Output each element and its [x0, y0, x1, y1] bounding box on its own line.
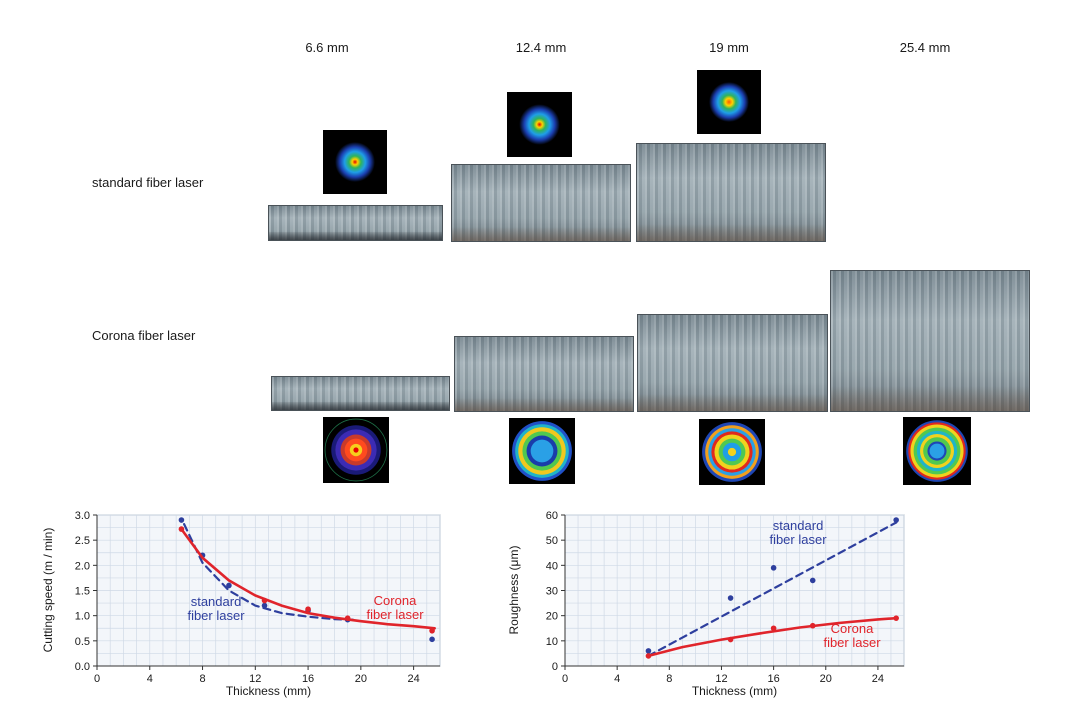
speed-y-tick-label: 0.0	[75, 661, 90, 673]
beam-profile-corona-12-4mm	[509, 418, 575, 484]
speed-x-tick-label: 24	[407, 673, 419, 685]
roughness-corona-label: fiber laser	[823, 635, 881, 650]
speed-x-tick-label: 12	[249, 673, 261, 685]
roughness-x-tick-label: 20	[820, 673, 832, 685]
roughness-corona-point	[893, 615, 899, 621]
row-label-standard: standard fiber laser	[92, 175, 204, 190]
speed-corona-label: fiber laser	[366, 607, 424, 622]
beam-profile-corona-6-6mm	[323, 417, 389, 483]
roughness-corona-point	[727, 636, 734, 643]
column-header-6-6mm: 6.6 mm	[305, 40, 349, 55]
roughness-x-tick-label: 24	[872, 673, 884, 685]
speed-y-tick-label: 2.5	[75, 535, 90, 547]
column-header-12-4mm: 12.4 mm	[515, 40, 567, 55]
roughness-standard-label: standard	[773, 518, 824, 533]
roughness-corona-point	[809, 622, 816, 629]
roughness-standard-fit-line	[647, 521, 898, 657]
speed-corona-fit-line	[180, 527, 436, 630]
roughness-x-tick-label: 12	[715, 673, 727, 685]
roughness-y-tick-label: 40	[546, 560, 558, 572]
speed-x-axis-label: Thickness (mm)	[226, 684, 311, 698]
speed-standard-label: fiber laser	[187, 608, 245, 623]
beam-profile-standard-19mm	[697, 70, 761, 134]
cut-sample-corona-19mm	[637, 314, 828, 412]
column-header-19mm: 19 mm	[709, 40, 749, 55]
roughness-x-tick-label: 4	[614, 673, 620, 685]
roughness-corona-label: Corona	[831, 621, 874, 636]
beam-profile-corona-25-4mm	[903, 417, 971, 485]
roughness-standard-label: fiber laser	[769, 532, 827, 547]
cut-sample-corona-25-4mm	[830, 270, 1030, 412]
speed-corona-point	[344, 615, 351, 621]
cut-sample-standard-6-6mm	[268, 205, 443, 241]
speed-standard-label: standard	[191, 594, 242, 609]
column-header-25-4mm: 25.4 mm	[899, 40, 951, 55]
cut-sample-standard-12-4mm	[451, 164, 631, 242]
speed-y-tick-label: 1.0	[75, 611, 90, 623]
speed-y-tick-label: 0.5	[75, 636, 90, 648]
speed-x-tick-label: 0	[94, 673, 100, 685]
speed-y-axis-label: Cutting speed (m / min)	[41, 528, 55, 653]
speed-corona-label: Corona	[374, 593, 417, 608]
roughness-y-axis-label: Roughness (μm)	[507, 546, 521, 635]
roughness-y-tick-label: 50	[546, 535, 558, 547]
speed-corona-point	[178, 526, 185, 532]
speed-standard-point	[429, 636, 435, 643]
speed-y-tick-label: 3.0	[75, 510, 90, 522]
beam-profile-standard-6-6mm	[323, 130, 387, 194]
roughness-x-tick-label: 16	[767, 673, 779, 685]
roughness-standard-point	[727, 595, 734, 601]
roughness-x-axis-label: Thickness (mm)	[692, 684, 777, 698]
cut-sample-standard-19mm	[636, 143, 826, 242]
roughness-y-tick-label: 60	[546, 510, 558, 522]
speed-standard-point	[178, 517, 185, 523]
roughness-corona-point	[645, 653, 652, 659]
speed-x-tick-label: 16	[302, 673, 314, 685]
speed-corona-point	[429, 627, 435, 634]
roughness-standard-point	[809, 577, 816, 584]
speed-x-tick-label: 4	[147, 673, 153, 685]
roughness-y-tick-label: 0	[552, 661, 558, 673]
speed-y-tick-label: 1.5	[75, 586, 90, 598]
speed-standard-point	[261, 602, 268, 609]
roughness-y-tick-label: 10	[546, 636, 558, 648]
roughness-standard-point	[893, 517, 899, 523]
roughness-x-tick-label: 0	[562, 673, 568, 685]
roughness-corona-fit-line	[647, 616, 898, 658]
row-label-corona: Corona fiber laser	[92, 328, 196, 343]
beam-profile-standard-12-4mm	[507, 92, 572, 157]
roughness-x-tick-label: 8	[666, 673, 672, 685]
speed-corona-point	[261, 597, 268, 604]
roughness-y-tick-label: 30	[546, 586, 558, 598]
roughness-standard-point	[770, 565, 777, 571]
speed-corona-point	[305, 606, 311, 612]
speed-x-tick-label: 20	[355, 673, 367, 685]
speed-y-tick-label: 2.0	[75, 560, 90, 572]
roughness-y-tick-label: 20	[546, 611, 558, 623]
cut-sample-corona-6-6mm	[271, 376, 450, 411]
speed-x-tick-label: 8	[199, 673, 205, 685]
beam-profile-corona-19mm	[699, 419, 765, 485]
speed-standard-fit-line	[183, 523, 354, 621]
roughness-standard-point	[645, 648, 652, 654]
speed-standard-point	[226, 582, 232, 589]
roughness-corona-point	[770, 625, 777, 632]
cut-sample-corona-12-4mm	[454, 336, 634, 412]
